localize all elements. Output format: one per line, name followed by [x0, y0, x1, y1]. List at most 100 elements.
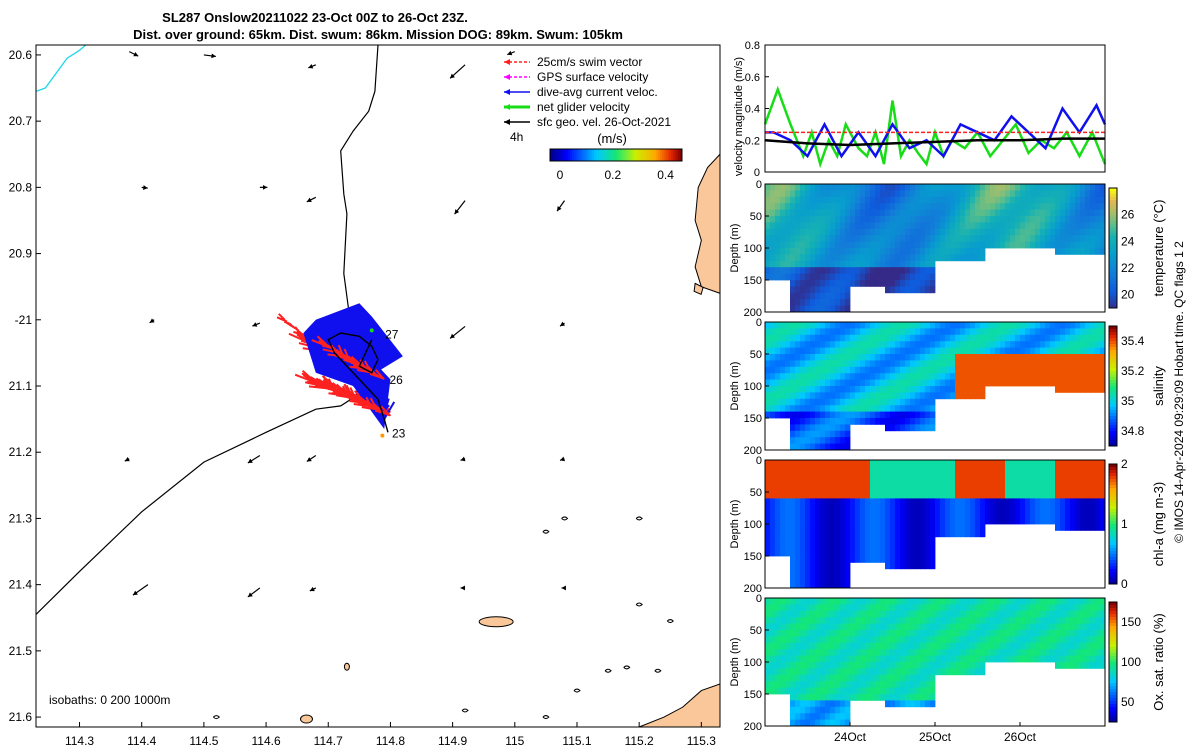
section-cell: [830, 536, 836, 544]
section-cell: [925, 328, 931, 336]
section-cell: [1085, 322, 1091, 329]
section-cell: [795, 530, 801, 538]
section-cell: [785, 504, 791, 512]
section-cell: [880, 280, 886, 287]
section-cell: [800, 184, 806, 191]
section-cell: [1000, 655, 1006, 663]
velocity-series-line: [765, 102, 1107, 159]
section-cell: [845, 524, 851, 531]
y-tick-label: 0: [756, 455, 762, 467]
section-cell: [970, 354, 976, 361]
section-cell: [810, 411, 816, 419]
section-cell: [770, 472, 776, 480]
section-cell: [860, 366, 866, 374]
section-cell: [795, 228, 801, 236]
section-cell: [910, 536, 916, 544]
section-cell: [900, 617, 906, 624]
section-cell: [990, 479, 996, 486]
colorbar-swatch: [1109, 338, 1117, 342]
section-cell: [960, 228, 966, 236]
section-cell: [825, 674, 831, 682]
section-cell: [1045, 334, 1051, 342]
section-cell: [1005, 504, 1011, 512]
section-cell: [780, 235, 786, 242]
section-cell: [820, 216, 826, 223]
section-cell: [915, 700, 921, 708]
section-cell: [885, 485, 891, 493]
section-cell: [885, 254, 891, 262]
section-cell: [795, 366, 801, 374]
section-cell: [890, 216, 896, 223]
section-cell: [860, 228, 866, 236]
section-cell: [855, 196, 861, 204]
section-cell: [895, 543, 901, 550]
section-cell: [1050, 623, 1056, 631]
section-cell: [915, 398, 921, 406]
section-cell: [1025, 241, 1031, 249]
section-cell: [820, 687, 826, 695]
section-cell: [835, 216, 841, 223]
section-cell: [910, 460, 916, 467]
section-cell: [785, 655, 791, 663]
section-cell: [955, 610, 961, 618]
section-cell: [875, 492, 881, 499]
section-cell: [1100, 228, 1106, 236]
section-cell: [950, 184, 956, 191]
colorbar-swatch: [633, 149, 637, 161]
section-cell: [1060, 662, 1066, 669]
isobath-contour: [212, 715, 221, 720]
section-cell: [945, 203, 951, 210]
section-cell: [790, 260, 796, 268]
section-cell: [795, 706, 801, 714]
section-cell: [860, 328, 866, 336]
section-cell: [860, 517, 866, 525]
section-cell: [1010, 617, 1016, 624]
y-tick-label: 100: [744, 381, 762, 393]
section-cell: [1050, 610, 1056, 618]
section-cell: [795, 209, 801, 217]
section-cell: [1055, 209, 1061, 217]
section-cell: [1005, 373, 1011, 380]
section-cell: [955, 216, 961, 223]
section-cell: [780, 222, 786, 230]
section-cell: [780, 681, 786, 688]
section-cell: [915, 642, 921, 650]
section-cell: [870, 322, 876, 329]
section-cell: [775, 222, 781, 230]
section-cell: [860, 341, 866, 348]
section-cell: [890, 655, 896, 663]
colorbar-swatch: [1109, 683, 1117, 687]
section-cell: [805, 524, 811, 531]
section-cell: [850, 398, 856, 406]
section-cell: [950, 472, 956, 480]
section-cell: [925, 562, 931, 570]
section-cell: [835, 713, 841, 720]
section-cell: [815, 418, 821, 425]
section-cell: [1080, 241, 1086, 249]
section-cell: [900, 674, 906, 682]
section-cell: [865, 466, 871, 474]
legend-extra: 4h: [510, 130, 523, 144]
section-cell: [830, 700, 836, 708]
section-cell: [850, 190, 856, 198]
section-cell: [920, 354, 926, 361]
colorbar-swatch: [1109, 272, 1117, 276]
section-cell: [795, 536, 801, 544]
section-cell: [875, 267, 881, 274]
section-cell: [1035, 598, 1041, 605]
section-cell: [985, 655, 991, 663]
section-cell: [1075, 322, 1081, 329]
section-cell: [805, 305, 811, 313]
section-cell: [880, 617, 886, 624]
section-cell: [890, 466, 896, 474]
section-cell: [865, 273, 871, 281]
section-cell: [770, 260, 776, 268]
section-cell: [805, 379, 811, 387]
land-mass: [638, 683, 720, 727]
section-cell: [900, 334, 906, 342]
section-cell: [1000, 241, 1006, 249]
section-cell: [890, 460, 896, 467]
section-cell: [1080, 485, 1086, 493]
section-cell: [1090, 636, 1096, 644]
section-cell: [985, 328, 991, 336]
